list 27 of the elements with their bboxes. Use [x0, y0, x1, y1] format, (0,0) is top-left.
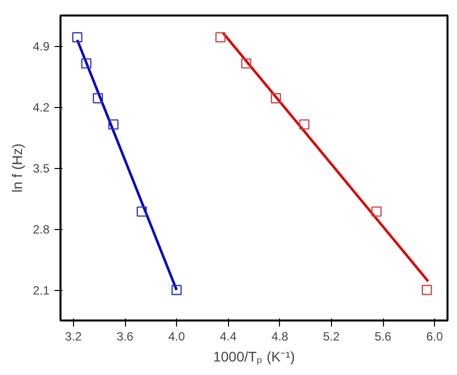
point [72, 32, 82, 42]
y-tick-label: 4.9 [32, 40, 50, 54]
point [92, 93, 104, 104]
y-tick-label: 3.5 [32, 162, 50, 176]
point [422, 284, 432, 296]
x-tick-label: 3.6 [116, 330, 134, 344]
x-tick-label: 4.8 [271, 330, 288, 344]
x-tick-label: 4.0 [168, 330, 186, 344]
x-axis-title: 1000/Tₚ (K⁻¹) [213, 348, 295, 366]
y-tick-label: 2.8 [32, 222, 50, 236]
x-tick-label: 6.0 [426, 330, 444, 344]
x-tick-label: 3.2 [65, 330, 82, 344]
point [81, 58, 92, 69]
x-tick-label: 5.6 [374, 330, 392, 344]
x-tick-label: 5.2 [323, 330, 340, 344]
point [215, 32, 226, 42]
x-tick-label: 4.4 [220, 330, 237, 344]
y-tick-label: 2.1 [32, 284, 50, 298]
y-axis-title: ln f (Hz) [8, 144, 25, 192]
y-tick-label: 4.2 [32, 100, 50, 114]
point [136, 206, 147, 217]
point [172, 284, 182, 296]
point [108, 119, 118, 130]
point [270, 93, 282, 104]
point [299, 119, 310, 130]
point [241, 58, 252, 69]
point [371, 206, 382, 217]
